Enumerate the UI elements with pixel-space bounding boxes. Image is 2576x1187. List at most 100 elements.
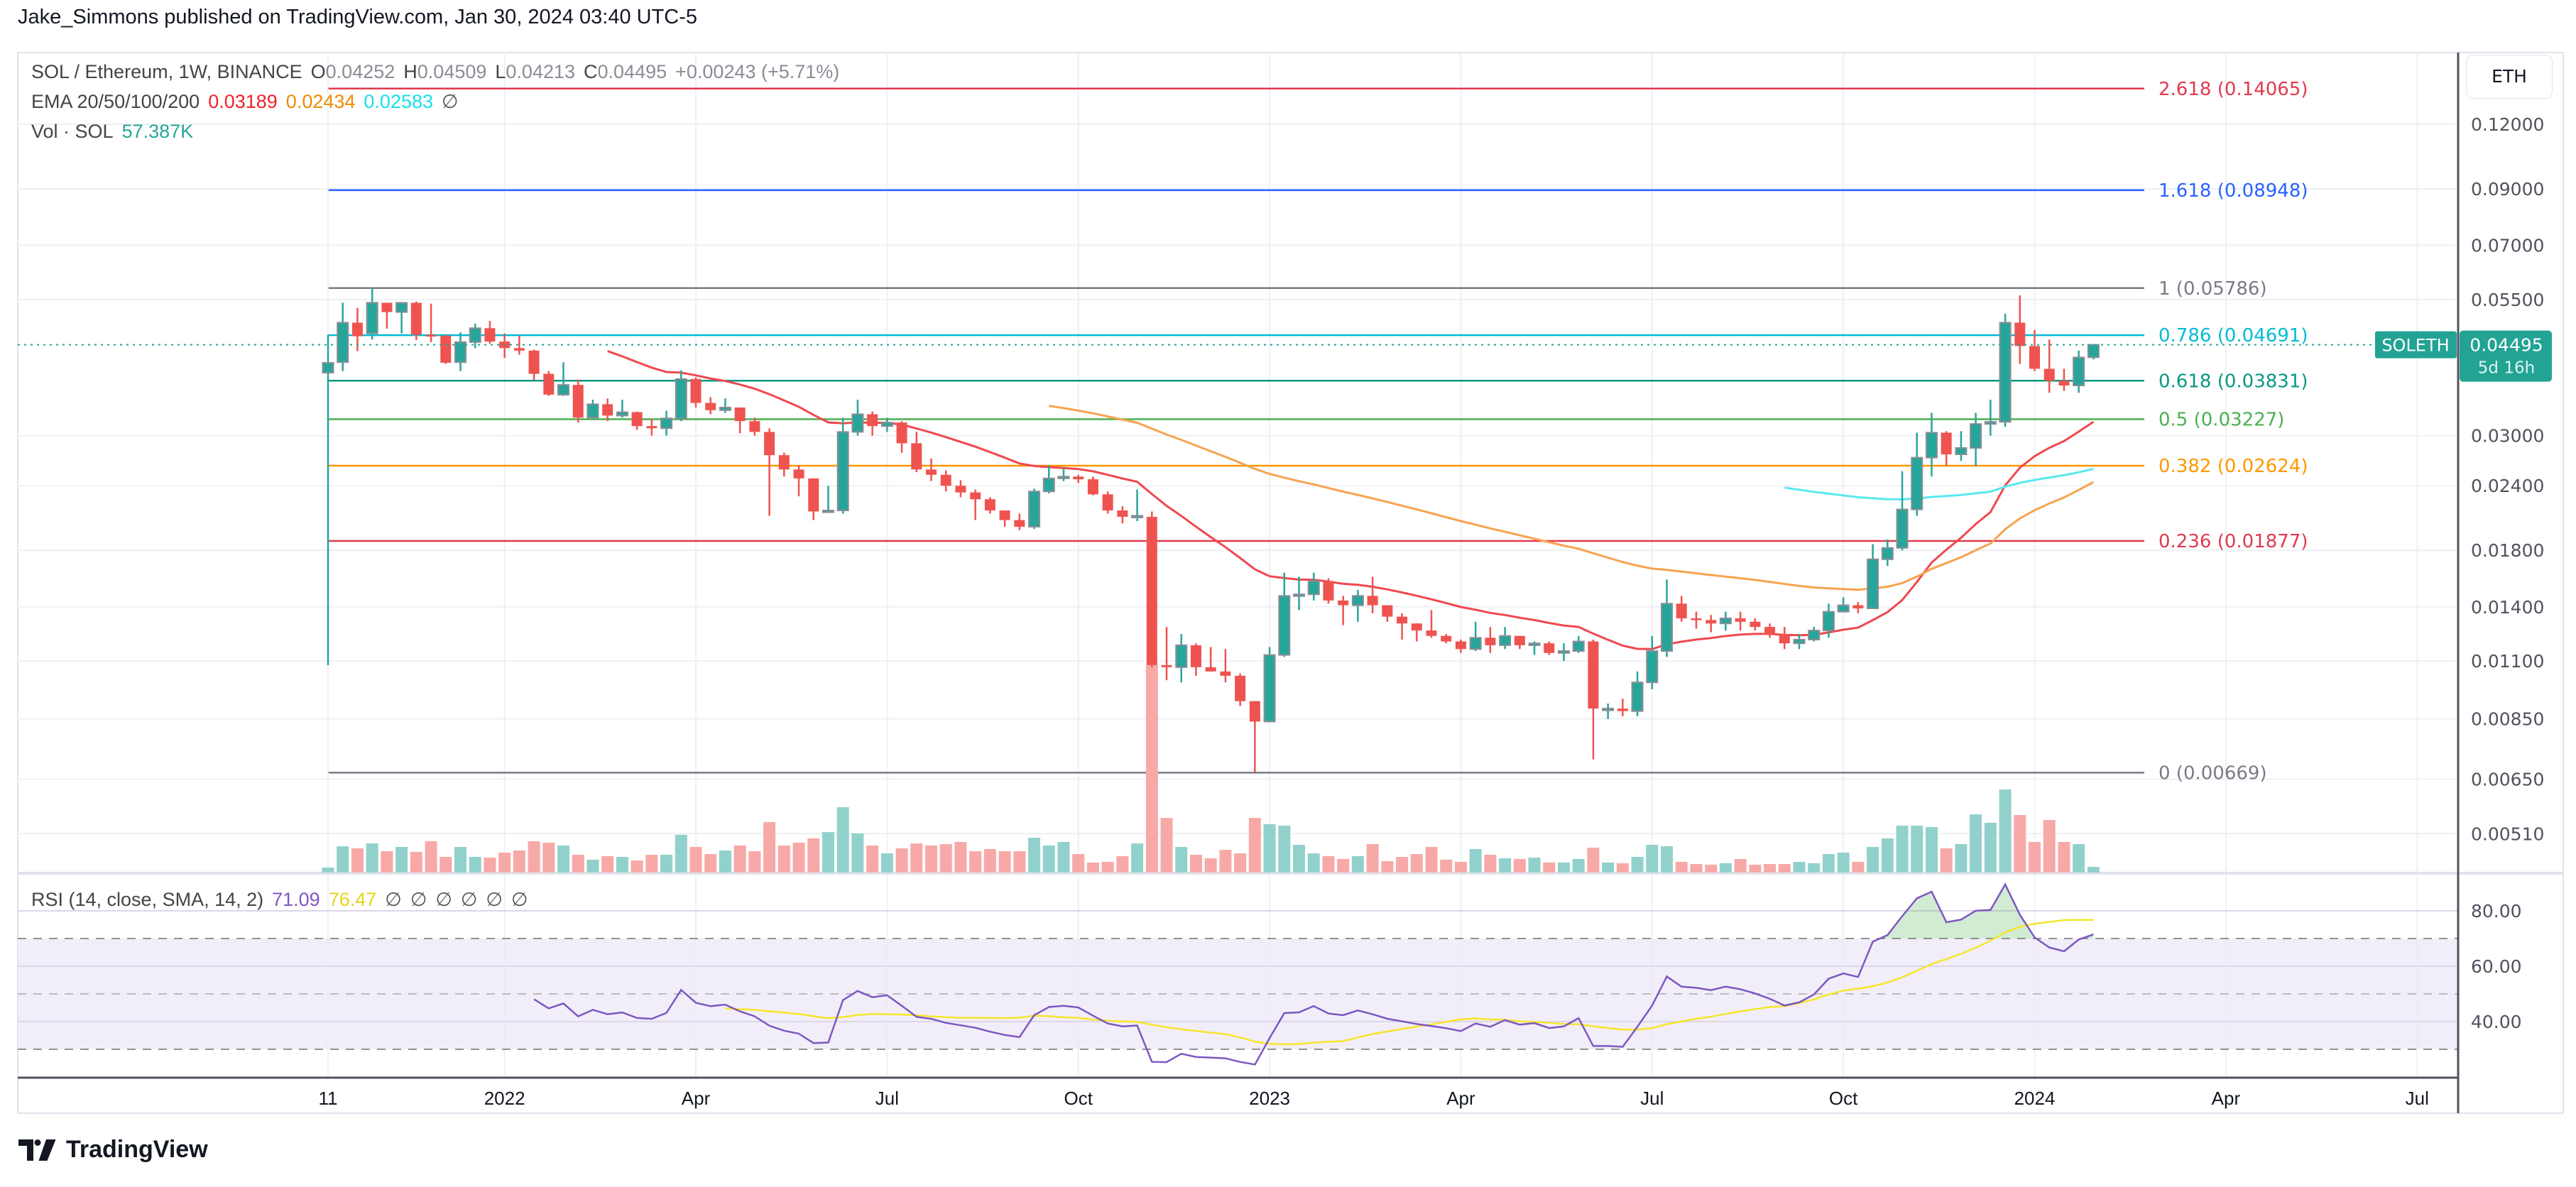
volume-bar <box>631 860 643 873</box>
volume-bar <box>807 838 820 873</box>
currency-button[interactable]: ETH <box>2466 55 2553 99</box>
candle-body <box>1338 600 1349 606</box>
change-value: +0.00243 (+5.71%) <box>675 61 840 82</box>
candle-body <box>1146 516 1157 665</box>
close-label: C <box>584 61 598 82</box>
candle-body <box>926 469 937 475</box>
volume-bar <box>1219 850 1232 873</box>
volume-bar <box>572 855 584 873</box>
ema20-value: 0.03189 <box>208 91 278 112</box>
candle-body <box>1896 508 1909 549</box>
volume-bar <box>1705 865 1718 873</box>
candle-body <box>1263 654 1276 723</box>
tradingview-logo[interactable]: TradingView <box>18 1136 208 1164</box>
volume-bar <box>2029 841 2041 873</box>
price-axis-label: 0.09000 <box>2471 179 2544 199</box>
volume-bar <box>1101 862 1114 873</box>
volume-bar <box>1793 862 1806 873</box>
volume-bar <box>410 851 422 873</box>
volume-bar <box>1808 863 1821 873</box>
candle-body <box>2073 356 2085 387</box>
price-axis-label: 0.02400 <box>2471 476 2544 496</box>
volume-bar <box>469 857 481 873</box>
candle-body <box>1764 627 1776 635</box>
candle-body <box>1544 643 1555 653</box>
volume-bar <box>351 848 364 873</box>
volume-bar <box>645 855 658 873</box>
chart-frame <box>17 52 2564 1114</box>
volume-bar <box>322 868 334 873</box>
candle-body <box>1735 618 1746 622</box>
volume-bar <box>601 855 614 873</box>
candle-body <box>1867 558 1879 610</box>
symbol-tag <box>2375 331 2457 359</box>
volume-bar <box>939 844 952 873</box>
volume-bar <box>1175 847 1188 873</box>
volume-bar <box>484 858 496 873</box>
volume-title[interactable]: Vol · SOL <box>31 121 114 142</box>
rsi-title[interactable]: RSI (14, close, SMA, 14, 2) <box>31 889 264 910</box>
tradingview-wordmark: TradingView <box>66 1136 208 1163</box>
volume-bar <box>792 843 805 873</box>
volume-bar <box>954 841 967 873</box>
candle-body <box>2043 368 2055 381</box>
candle-body <box>851 413 864 433</box>
price-axis-label: 0.03000 <box>2471 426 2544 447</box>
candle-body <box>1323 581 1334 601</box>
volume-bar <box>969 851 982 873</box>
candle-body <box>1190 645 1201 667</box>
volume-bar <box>1234 853 1247 873</box>
volume-bar <box>1881 838 1894 873</box>
fib-level-label: 0.786 (0.04691) <box>2159 325 2308 346</box>
rsi-empty-value: ∅ <box>385 889 402 910</box>
volume-bar <box>1131 843 1144 873</box>
candle-body <box>1028 491 1041 527</box>
price-axis-label: 0.01400 <box>2471 597 2544 618</box>
price-axis-label: 0.00850 <box>2471 709 2544 730</box>
time-axis-label: Jul <box>1640 1088 1664 1109</box>
symbol-title[interactable]: SOL / Ethereum, 1W, BINANCE <box>31 61 302 82</box>
volume-legend: Vol · SOL 57.387K <box>31 121 202 143</box>
candle-body <box>1397 616 1408 624</box>
candle-body <box>1455 641 1466 650</box>
volume-bar <box>1499 858 1512 873</box>
rsi-sma-value: 76.47 <box>328 889 377 910</box>
volume-bar <box>1867 847 1879 873</box>
volume-bar <box>454 847 466 873</box>
last-price-value: 0.04495 <box>2469 335 2543 356</box>
candle-body <box>880 422 893 427</box>
low-label: L <box>495 61 506 82</box>
candle-body <box>454 341 466 363</box>
candle-body <box>1249 701 1260 722</box>
volume-bar <box>440 857 452 873</box>
volume-bar <box>675 834 687 873</box>
price-axis-label: 0.00650 <box>2471 770 2544 790</box>
volume-bar <box>1160 818 1173 873</box>
volume-bar <box>1454 862 1467 873</box>
fib-level-label: 0.5 (0.03227) <box>2159 410 2284 431</box>
volume-bar <box>1086 862 1099 873</box>
volume-bar <box>836 807 849 873</box>
candle-body <box>970 492 981 500</box>
volume-bar <box>1484 855 1497 873</box>
volume-bar <box>1661 846 1674 873</box>
candle-body <box>1367 596 1378 606</box>
candle-body <box>484 328 496 342</box>
rsi-legend: RSI (14, close, SMA, 14, 2) 71.09 76.47 ∅ ∅ ∅… <box>31 889 536 911</box>
open-value: 0.04252 <box>325 61 395 82</box>
rsi-axis-label: 80.00 <box>2471 901 2522 921</box>
candle-body <box>984 499 995 511</box>
volume-bar <box>1719 863 1732 873</box>
volume-bar <box>1307 853 1320 873</box>
ema-title[interactable]: EMA 20/50/100/200 <box>31 91 200 112</box>
last-price-tag <box>2460 330 2552 382</box>
candle-body <box>1117 510 1128 517</box>
rsi-axis-label: 40.00 <box>2471 1012 2522 1032</box>
candle-body <box>1042 477 1055 493</box>
candle-body <box>1822 611 1835 632</box>
rsi-line <box>533 882 2094 1066</box>
candle-body <box>1441 635 1452 642</box>
candle-body <box>440 335 452 363</box>
rsi-axis-label: 60.00 <box>2471 956 2522 977</box>
